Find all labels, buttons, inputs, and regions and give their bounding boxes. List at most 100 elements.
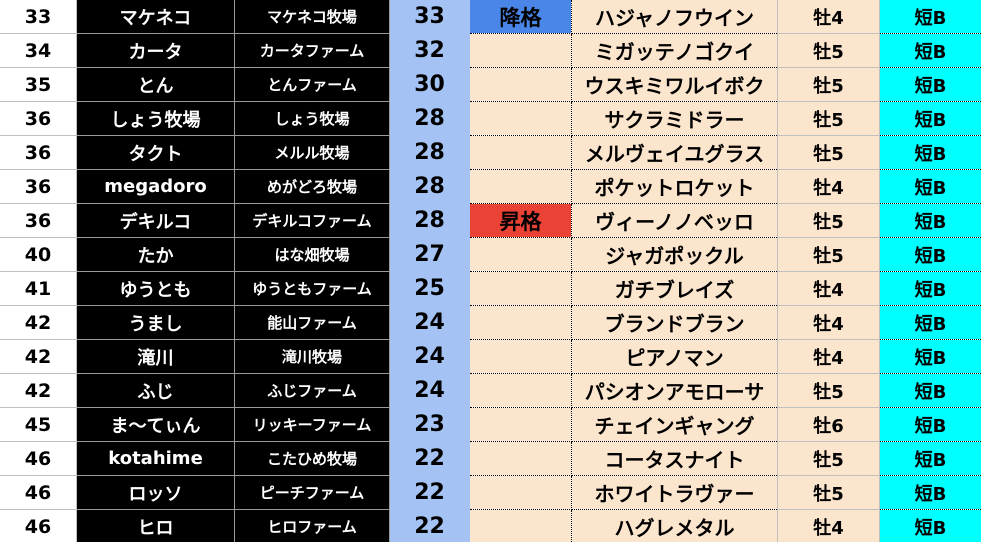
owner-name-cell[interactable]: うまし: [76, 305, 235, 340]
class-cell[interactable]: 短B: [879, 135, 981, 170]
owner-name-cell[interactable]: ふじ: [76, 373, 235, 408]
rank-cell[interactable]: 42: [0, 373, 77, 408]
farm-name-cell[interactable]: デキルコファーム: [234, 203, 390, 238]
horse-name-cell[interactable]: チェインギャング: [571, 407, 778, 442]
horse-name-cell[interactable]: ウスキミワルイボク: [571, 67, 778, 102]
points-cell[interactable]: 33: [389, 0, 470, 34]
class-cell[interactable]: 短B: [879, 271, 981, 306]
farm-name-cell[interactable]: 滝川牧場: [234, 339, 390, 374]
sex-age-cell[interactable]: 牡5: [777, 101, 880, 136]
owner-name-cell[interactable]: とん: [76, 67, 235, 102]
status-badge[interactable]: [469, 101, 572, 136]
status-badge[interactable]: [469, 305, 572, 340]
sex-age-cell[interactable]: 牡4: [777, 509, 880, 542]
horse-name-cell[interactable]: ポケットロケット: [571, 169, 778, 204]
horse-name-cell[interactable]: ジャガポックル: [571, 237, 778, 272]
sex-age-cell[interactable]: 牡5: [777, 441, 880, 476]
points-cell[interactable]: 27: [389, 237, 470, 272]
sex-age-cell[interactable]: 牡4: [777, 271, 880, 306]
status-badge[interactable]: [469, 373, 572, 408]
owner-name-cell[interactable]: たか: [76, 237, 235, 272]
rank-cell[interactable]: 33: [0, 0, 77, 34]
class-cell[interactable]: 短B: [879, 373, 981, 408]
owner-name-cell[interactable]: ま〜てぃん: [76, 407, 235, 442]
farm-name-cell[interactable]: めがどろ牧場: [234, 169, 390, 204]
farm-name-cell[interactable]: ヒロファーム: [234, 509, 390, 542]
farm-name-cell[interactable]: リッキーファーム: [234, 407, 390, 442]
class-cell[interactable]: 短B: [879, 33, 981, 68]
status-badge[interactable]: 昇格: [469, 203, 572, 238]
sex-age-cell[interactable]: 牡5: [777, 475, 880, 510]
points-cell[interactable]: 28: [389, 169, 470, 204]
farm-name-cell[interactable]: とんファーム: [234, 67, 390, 102]
farm-name-cell[interactable]: はな畑牧場: [234, 237, 390, 272]
horse-name-cell[interactable]: ピアノマン: [571, 339, 778, 374]
owner-name-cell[interactable]: ゆうとも: [76, 271, 235, 306]
owner-name-cell[interactable]: カータ: [76, 33, 235, 68]
points-cell[interactable]: 22: [389, 475, 470, 510]
sex-age-cell[interactable]: 牡4: [777, 0, 880, 34]
status-badge[interactable]: [469, 475, 572, 510]
horse-name-cell[interactable]: ヴィーノノベッロ: [571, 203, 778, 238]
sex-age-cell[interactable]: 牡5: [777, 33, 880, 68]
farm-name-cell[interactable]: マケネコ牧場: [234, 0, 390, 34]
rank-cell[interactable]: 36: [0, 101, 77, 136]
farm-name-cell[interactable]: こたひめ牧場: [234, 441, 390, 476]
rank-cell[interactable]: 46: [0, 509, 77, 542]
rank-cell[interactable]: 42: [0, 339, 77, 374]
rank-cell[interactable]: 42: [0, 305, 77, 340]
status-badge[interactable]: [469, 509, 572, 542]
points-cell[interactable]: 30: [389, 67, 470, 102]
owner-name-cell[interactable]: しょう牧場: [76, 101, 235, 136]
rank-cell[interactable]: 46: [0, 441, 77, 476]
rank-cell[interactable]: 35: [0, 67, 77, 102]
rank-cell[interactable]: 45: [0, 407, 77, 442]
class-cell[interactable]: 短B: [879, 67, 981, 102]
rank-cell[interactable]: 46: [0, 475, 77, 510]
sex-age-cell[interactable]: 牡4: [777, 339, 880, 374]
class-cell[interactable]: 短B: [879, 237, 981, 272]
rank-cell[interactable]: 36: [0, 169, 77, 204]
sex-age-cell[interactable]: 牡5: [777, 135, 880, 170]
horse-name-cell[interactable]: メルヴェイユグラス: [571, 135, 778, 170]
points-cell[interactable]: 22: [389, 441, 470, 476]
status-badge[interactable]: [469, 407, 572, 442]
sex-age-cell[interactable]: 牡4: [777, 305, 880, 340]
owner-name-cell[interactable]: マケネコ: [76, 0, 235, 34]
horse-name-cell[interactable]: コータスナイト: [571, 441, 778, 476]
farm-name-cell[interactable]: メルル牧場: [234, 135, 390, 170]
status-badge[interactable]: [469, 135, 572, 170]
horse-name-cell[interactable]: ミガッテノゴクイ: [571, 33, 778, 68]
points-cell[interactable]: 28: [389, 101, 470, 136]
owner-name-cell[interactable]: デキルコ: [76, 203, 235, 238]
farm-name-cell[interactable]: カータファーム: [234, 33, 390, 68]
class-cell[interactable]: 短B: [879, 0, 981, 34]
farm-name-cell[interactable]: しょう牧場: [234, 101, 390, 136]
points-cell[interactable]: 28: [389, 135, 470, 170]
points-cell[interactable]: 25: [389, 271, 470, 306]
horse-name-cell[interactable]: サクラミドラー: [571, 101, 778, 136]
rank-cell[interactable]: 36: [0, 135, 77, 170]
points-cell[interactable]: 23: [389, 407, 470, 442]
horse-name-cell[interactable]: ハジャノフウイン: [571, 0, 778, 34]
farm-name-cell[interactable]: ピーチファーム: [234, 475, 390, 510]
owner-name-cell[interactable]: ヒロ: [76, 509, 235, 542]
points-cell[interactable]: 22: [389, 509, 470, 542]
farm-name-cell[interactable]: ふじファーム: [234, 373, 390, 408]
farm-name-cell[interactable]: ゆうともファーム: [234, 271, 390, 306]
sex-age-cell[interactable]: 牡5: [777, 67, 880, 102]
class-cell[interactable]: 短B: [879, 339, 981, 374]
sex-age-cell[interactable]: 牡5: [777, 237, 880, 272]
class-cell[interactable]: 短B: [879, 101, 981, 136]
rank-cell[interactable]: 41: [0, 271, 77, 306]
points-cell[interactable]: 28: [389, 203, 470, 238]
class-cell[interactable]: 短B: [879, 169, 981, 204]
horse-name-cell[interactable]: ブランドブラン: [571, 305, 778, 340]
rank-cell[interactable]: 40: [0, 237, 77, 272]
sex-age-cell[interactable]: 牡5: [777, 373, 880, 408]
class-cell[interactable]: 短B: [879, 475, 981, 510]
sex-age-cell[interactable]: 牡4: [777, 169, 880, 204]
points-cell[interactable]: 32: [389, 33, 470, 68]
points-cell[interactable]: 24: [389, 305, 470, 340]
status-badge[interactable]: [469, 271, 572, 306]
